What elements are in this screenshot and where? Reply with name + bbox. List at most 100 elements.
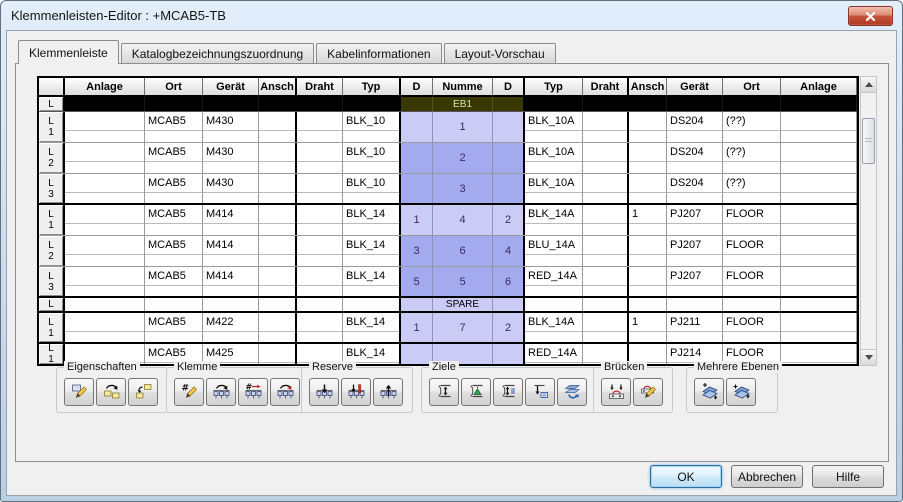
cell-ort-l[interactable]: MCAB5 (145, 174, 203, 203)
cell-draht-l[interactable] (297, 267, 343, 296)
cell-anlage-r[interactable] (781, 344, 857, 364)
add-level-up-button[interactable] (694, 378, 724, 406)
cell-anlage-r[interactable] (781, 205, 857, 235)
cell-typ-l[interactable]: BLK_14 (343, 267, 401, 296)
cell-ort-l[interactable]: MCAB5 (145, 112, 203, 142)
cell-typ-r[interactable]: BLK_10A (525, 143, 583, 173)
cell-typ-r[interactable]: RED_14A (525, 344, 583, 364)
cell-anlage-l[interactable] (65, 298, 145, 311)
cell-geraet-r[interactable]: DS204 (667, 112, 723, 142)
cell-nummer[interactable]: 7 (433, 313, 493, 342)
cell-geraet-r[interactable] (667, 298, 723, 311)
row-header[interactable]: L (39, 298, 65, 311)
cell-ansch-l[interactable] (259, 298, 297, 311)
cell-ort-l[interactable]: MCAB5 (145, 205, 203, 235)
cell-nummer[interactable]: 3 (433, 174, 493, 203)
cell-ort-r[interactable]: (??) (723, 112, 781, 142)
cell-ort-l[interactable]: MCAB5 (145, 344, 203, 364)
cancel-button[interactable]: Abbrechen (731, 465, 803, 488)
cell-ansch-l[interactable] (259, 313, 297, 342)
cell-draht-r[interactable] (583, 205, 629, 235)
cell-d-r[interactable] (493, 112, 525, 142)
cell-ort-r[interactable]: FLOOR (723, 267, 781, 296)
update-targets-button[interactable] (557, 378, 587, 406)
cell-nummer[interactable]: 4 (433, 205, 493, 235)
close-button[interactable] (848, 6, 893, 26)
cell-anlage-l[interactable] (65, 267, 145, 296)
cell-ort-l[interactable]: MCAB5 (145, 267, 203, 296)
insert-bridge-button[interactable] (601, 378, 631, 406)
cell-typ-r[interactable]: BLK_10A (525, 174, 583, 203)
cell-d-l[interactable] (401, 174, 433, 203)
cell-ort-r[interactable]: (??) (723, 174, 781, 203)
renumber-terminal-button[interactable]: # (174, 378, 204, 406)
cell-draht-r[interactable] (583, 236, 629, 266)
scrollbar-thumb[interactable] (862, 118, 875, 164)
cell-ort-r[interactable]: (??) (723, 143, 781, 173)
cell-anlage-l[interactable] (65, 236, 145, 266)
cell-draht-l[interactable] (297, 205, 343, 235)
cell-geraet-l[interactable]: M414 (203, 267, 259, 296)
cell-nummer[interactable]: 5 (433, 267, 493, 296)
cell-draht-r[interactable] (583, 313, 629, 342)
renumber-sequence-button[interactable]: # (238, 378, 268, 406)
cell-ansch-r[interactable] (629, 298, 667, 311)
edit-bridge-button[interactable] (633, 378, 663, 406)
cell-geraet-r[interactable]: PJ207 (667, 267, 723, 296)
cell-d-r[interactable] (493, 143, 525, 173)
assign-targets-button[interactable] (493, 378, 523, 406)
cell-draht-r[interactable] (583, 112, 629, 142)
cell-ort-l[interactable]: MCAB5 (145, 313, 203, 342)
cell-d-r[interactable]: 2 (493, 313, 525, 342)
cell-ansch-l[interactable] (259, 205, 297, 235)
cell-d-r[interactable] (493, 174, 525, 203)
cell-typ-l[interactable]: BLK_14 (343, 205, 401, 235)
cell-draht-r[interactable] (583, 267, 629, 296)
cell-geraet-l[interactable]: M414 (203, 205, 259, 235)
cell-ansch-r[interactable] (629, 267, 667, 296)
cell-nummer[interactable]: SPARE (433, 298, 493, 311)
cell-typ-r[interactable] (525, 298, 583, 311)
cell-typ-l[interactable]: BLK_10 (343, 143, 401, 173)
insert-spare-marker-button[interactable] (341, 378, 371, 406)
ok-button[interactable]: OK (650, 465, 722, 488)
cell-nummer[interactable]: 2 (433, 143, 493, 173)
cell-d-r[interactable]: 6 (493, 267, 525, 296)
cell-nummer[interactable]: EB1 (433, 97, 493, 111)
scroll-up-button[interactable] (861, 77, 876, 93)
cell-d-r[interactable]: 2 (493, 205, 525, 235)
cell-typ-l[interactable]: BLK_10 (343, 112, 401, 142)
cell-anlage-r[interactable] (781, 143, 857, 173)
cell-d-l[interactable]: 3 (401, 236, 433, 266)
transfer-properties-button[interactable] (128, 378, 158, 406)
cell-typ-l[interactable]: BLK_14 (343, 344, 401, 364)
cell-ansch-l[interactable] (259, 344, 297, 364)
cell-ansch-l[interactable] (259, 143, 297, 173)
cell-ansch-r[interactable] (629, 97, 667, 111)
cell-d-l[interactable] (401, 143, 433, 173)
cell-typ-r[interactable]: BLK_14A (525, 313, 583, 342)
cell-ansch-r[interactable]: 1 (629, 205, 667, 235)
insert-spare-button[interactable] (309, 378, 339, 406)
cell-anlage-r[interactable] (781, 267, 857, 296)
cell-ansch-r[interactable]: 1 (629, 313, 667, 342)
copy-properties-button[interactable] (96, 378, 126, 406)
cell-typ-l[interactable]: BLK_14 (343, 236, 401, 266)
cell-typ-l[interactable] (343, 298, 401, 311)
cell-geraet-l[interactable] (203, 97, 259, 111)
cell-d-l[interactable] (401, 97, 433, 111)
cell-typ-r[interactable]: BLK_14A (525, 205, 583, 235)
cell-ansch-l[interactable] (259, 174, 297, 203)
cell-anlage-r[interactable] (781, 298, 857, 311)
cell-typ-l[interactable]: BLK_10 (343, 174, 401, 203)
edit-properties-button[interactable] (64, 378, 94, 406)
cell-ansch-l[interactable] (259, 236, 297, 266)
cell-geraet-l[interactable]: M430 (203, 174, 259, 203)
cell-anlage-r[interactable] (781, 313, 857, 342)
scroll-down-button[interactable] (861, 349, 876, 365)
cell-ort-l[interactable] (145, 298, 203, 311)
